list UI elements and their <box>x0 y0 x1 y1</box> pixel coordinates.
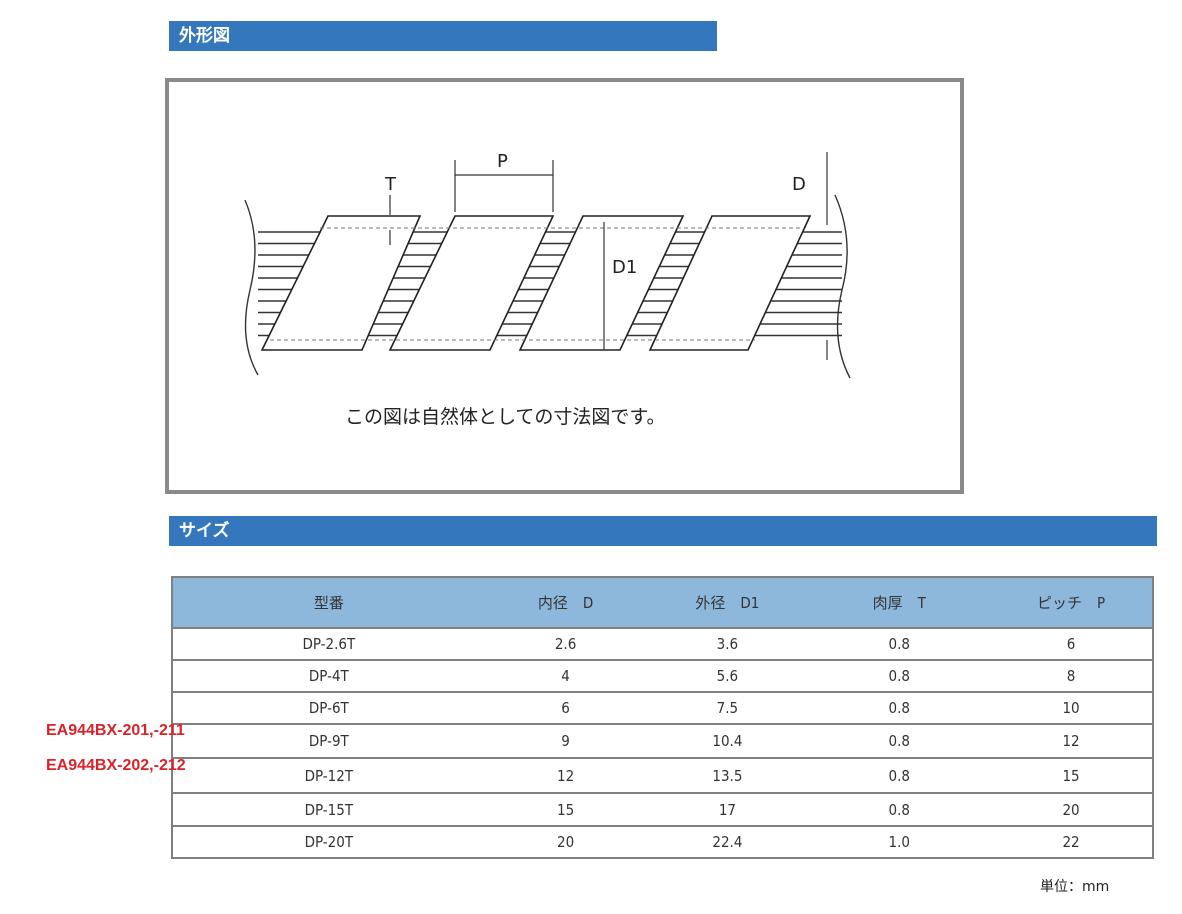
col-header: 肉厚 T <box>808 577 991 629</box>
table-cell: 2.6 <box>484 628 647 661</box>
section-header-size: サイズ <box>169 516 1157 546</box>
dimension-lines <box>389 152 828 360</box>
table-cell: DP-20T <box>172 826 485 859</box>
side-label: EA944BX-201,-211 <box>46 722 185 739</box>
table-cell: 12 <box>484 758 647 794</box>
label-T: T <box>384 174 397 195</box>
table-cell: 0.8 <box>808 758 991 794</box>
unit-label: 単位：mm <box>1040 879 1110 895</box>
table-cell: 13.5 <box>646 758 809 794</box>
table-row: DP-6T 6 7.5 0.8 10 <box>172 692 1153 725</box>
table-cell: 7.5 <box>646 692 809 725</box>
table-cell: 4 <box>484 660 647 693</box>
table-row: DP-4T 4 5.6 0.8 8 <box>172 660 1153 693</box>
table-cell: 10 <box>990 692 1153 725</box>
table-cell: 9 <box>484 724 647 759</box>
label-D: D <box>792 174 806 195</box>
table-cell: DP-2.6T <box>172 628 485 661</box>
table-cell: 0.8 <box>808 793 991 827</box>
table-cell: 0.8 <box>808 724 991 759</box>
spiral-tube-diagram: T P D D1 <box>244 151 851 379</box>
table-cell: 0.8 <box>808 692 991 725</box>
table-cell: 20 <box>990 793 1153 827</box>
label-D1: D1 <box>612 257 637 278</box>
col-header: 内径 D <box>484 577 647 629</box>
table-cell: 10.4 <box>646 724 809 759</box>
table-cell: 22 <box>990 826 1153 859</box>
table-row: DP-20T 20 22.4 1.0 22 <box>172 826 1153 859</box>
tube-right-end <box>834 194 851 379</box>
col-header: ピッチ P <box>990 577 1153 629</box>
table-cell: 0.8 <box>808 628 991 661</box>
table-cell: 22.4 <box>646 826 809 859</box>
diagram-caption: この図は自然体としての寸法図です。 <box>345 406 666 428</box>
table-cell: 15 <box>990 758 1153 794</box>
band-2 <box>388 215 555 351</box>
table-row: DP-15T 15 17 0.8 20 <box>172 793 1153 827</box>
table-cell: 3.6 <box>646 628 809 661</box>
size-table: 型番 内径 D 外径 D1 肉厚 T ピッチ P DP-2.6T 2.6 3.6 0.… <box>171 576 1154 859</box>
table-cell: 17 <box>646 793 809 827</box>
table-cell: 6 <box>990 628 1153 661</box>
band-4 <box>648 215 812 351</box>
table-cell: DP-9T <box>172 724 485 759</box>
section-header-outline: 外形図 <box>169 21 717 51</box>
band-1 <box>260 215 422 351</box>
table-cell: DP-15T <box>172 793 485 827</box>
side-label: EA944BX-202,-212 <box>46 757 186 774</box>
col-header: 型番 <box>172 577 485 629</box>
table-cell: 1.0 <box>808 826 991 859</box>
table-row: DP-12T 12 13.5 0.8 15 <box>172 758 1153 794</box>
band-3 <box>518 215 685 351</box>
col-header: 外径 D1 <box>646 577 809 629</box>
table-row: DP-2.6T 2.6 3.6 0.8 6 <box>172 628 1153 661</box>
tube-left-end <box>244 199 259 376</box>
table-cell: DP-6T <box>172 692 485 725</box>
label-P: P <box>497 151 508 172</box>
table-cell: DP-4T <box>172 660 485 693</box>
table-cell: 5.6 <box>646 660 809 693</box>
table-cell: 8 <box>990 660 1153 693</box>
table-cell: 20 <box>484 826 647 859</box>
table-cell: 12 <box>990 724 1153 759</box>
spiral-bands <box>260 215 812 351</box>
table-cell: 0.8 <box>808 660 991 693</box>
table-row: DP-9T 9 10.4 0.8 12 <box>172 724 1153 759</box>
table-cell: DP-12T <box>172 758 485 794</box>
inner-dashed-lines <box>270 227 800 341</box>
table-cell: 6 <box>484 692 647 725</box>
table-cell: 15 <box>484 793 647 827</box>
